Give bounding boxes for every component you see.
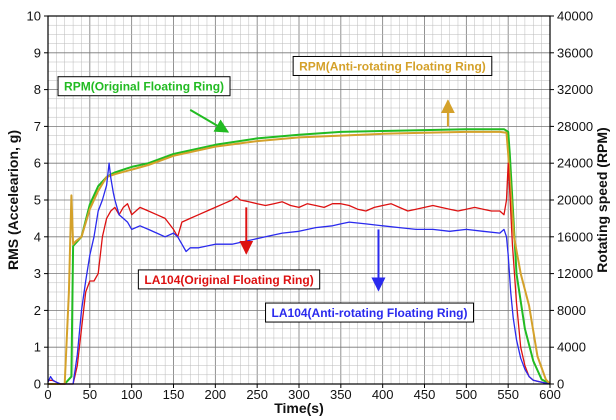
y-tick-label: 4 — [34, 229, 41, 244]
y-tick-label: 10 — [27, 9, 41, 24]
y2-tick-label: 8000 — [557, 303, 586, 318]
annotation-box — [57, 76, 231, 97]
x-tick-label: 400 — [372, 387, 394, 402]
annotation-label: LA104(Original Floating Ring) — [144, 273, 313, 287]
y2-tick-label: 40000 — [557, 9, 593, 24]
annotation-label: RPM(Anti-rotating Floating Ring) — [299, 59, 486, 73]
y2-tick-label: 32000 — [557, 82, 593, 97]
x-tick-label: 150 — [163, 387, 185, 402]
y-tick-label: 8 — [34, 82, 41, 97]
y-axis-title: RMS (Accelearion, g) — [5, 130, 21, 270]
x-tick-label: 200 — [204, 387, 226, 402]
y-tick-label: 6 — [34, 156, 41, 171]
series-line-2 — [48, 162, 551, 385]
grid — [47, 15, 551, 385]
x-tick-label: 250 — [246, 387, 268, 402]
x-tick-label: 350 — [330, 387, 352, 402]
y2-tick-label: 24000 — [557, 156, 593, 171]
series-line-3 — [47, 162, 551, 385]
ticks-layer: 0 50 100 150 200 250 300 350 400 450 500 550 6000123… — [27, 9, 594, 403]
x-tick-label: 450 — [414, 387, 436, 402]
annotation-1: RPM(Anti-rotating Floating Ring) — [292, 55, 493, 127]
annotation-box — [137, 269, 321, 290]
annotation-3: LA104(Anti-rotating Floating Ring) — [265, 229, 475, 323]
y2-tick-label: 12000 — [557, 266, 593, 281]
y-tick-label: 7 — [34, 119, 41, 134]
y2-tick-label: 36000 — [557, 45, 593, 60]
annotation-box — [265, 302, 475, 323]
y-tick-label: 9 — [34, 45, 41, 60]
annotation-arrow — [189, 108, 230, 133]
annotation-label: RPM(Original Floating Ring) — [64, 80, 224, 94]
annotation-box — [292, 55, 493, 76]
y2-tick-label: 0 — [557, 377, 564, 392]
y-tick-label: 2 — [34, 303, 41, 318]
y-tick-label: 3 — [34, 266, 41, 281]
y2-tick-label: 28000 — [557, 119, 593, 134]
x-tick-label: 550 — [497, 387, 519, 402]
x-tick-label: 0 — [44, 387, 51, 402]
x-axis-title: Time(s) — [274, 400, 324, 416]
y2-tick-label: 16000 — [557, 229, 593, 244]
y-tick-label: 1 — [34, 340, 41, 355]
y-tick-label: 5 — [34, 193, 41, 208]
series-layer — [47, 128, 551, 385]
annotation-0: RPM(Original Floating Ring) — [57, 76, 231, 133]
x-tick-label: 500 — [455, 387, 477, 402]
y2-tick-label: 20000 — [557, 193, 593, 208]
y2-tick-label: 4000 — [557, 340, 586, 355]
x-tick-label: 600 — [539, 387, 561, 402]
annotation-2: LA104(Original Floating Ring) — [137, 207, 321, 290]
x-tick-label: 300 — [288, 387, 310, 402]
series-line-1 — [48, 130, 551, 385]
y-tick-label: 0 — [34, 377, 41, 392]
x-tick-label: 100 — [121, 387, 143, 402]
x-tick-label: 50 — [83, 387, 97, 402]
annotations: RPM(Original Floating Ring) RPM(Anti-rota… — [57, 55, 493, 323]
annotation-label: LA104(Anti-rotating Floating Ring) — [272, 306, 468, 320]
y2-axis-title: Rotating speed (RPM) — [594, 127, 610, 272]
